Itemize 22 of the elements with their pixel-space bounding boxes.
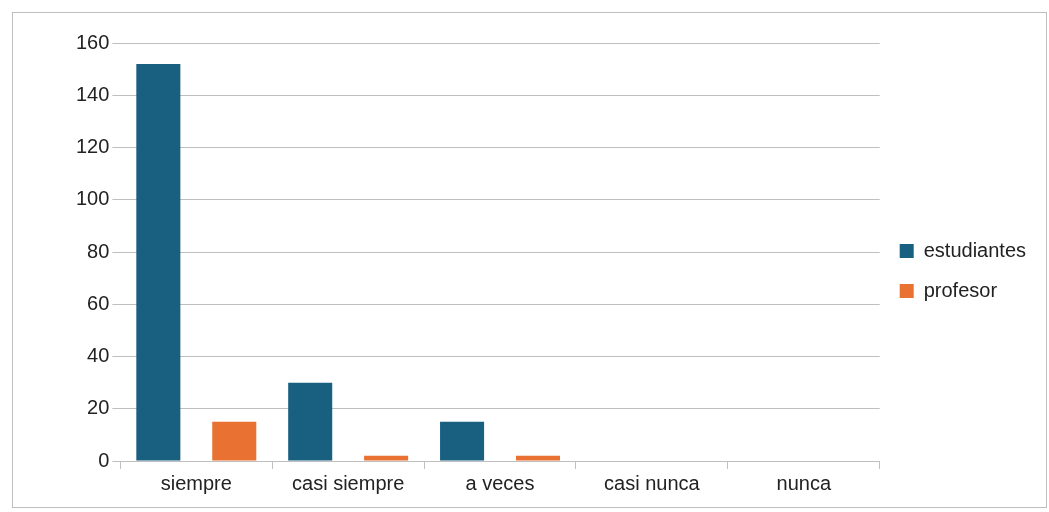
bar [136,63,181,461]
x-tick-label: a veces [465,471,535,494]
bar [364,455,409,461]
bar [440,421,485,461]
legend-label: profesor [923,278,998,301]
y-tick-label: 80 [87,239,110,262]
y-tick-label: 60 [87,291,110,314]
x-tick-label: siempre [160,471,232,494]
y-tick-label: 20 [87,396,110,419]
y-tick-label: 120 [75,135,110,158]
y-tick-label: 0 [98,448,110,471]
legend-label: estudiantes [923,238,1026,261]
y-tick-label: 140 [75,82,110,105]
bar [288,382,333,461]
x-tick-label: casi nunca [604,471,701,494]
y-tick-label: 40 [87,344,110,367]
y-tick-label: 160 [75,30,110,53]
bar [212,421,257,461]
x-tick-label: casi siempre [292,471,405,494]
bar [515,455,561,461]
x-tick-label: nunca [776,471,832,494]
y-tick-label: 100 [75,187,110,210]
